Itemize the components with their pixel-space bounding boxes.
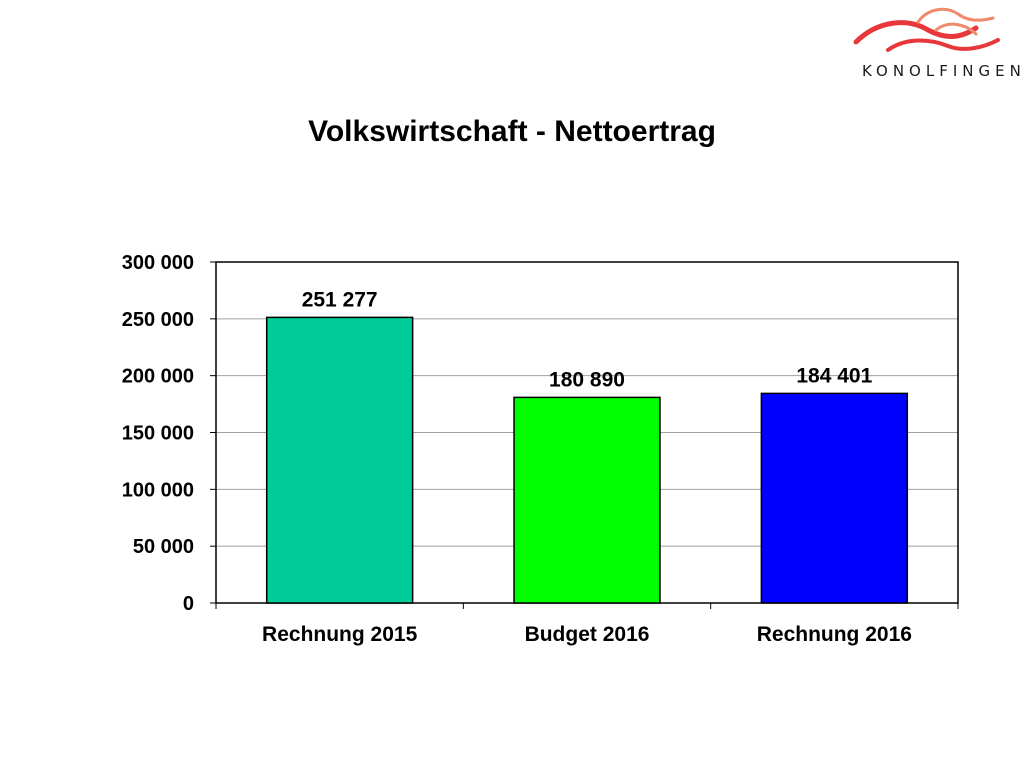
logo-swoosh-icon (853, 7, 1000, 52)
data-label: 251 277 (302, 288, 378, 311)
data-label: 184 401 (796, 364, 872, 387)
x-tick-label: Rechnung 2016 (757, 623, 912, 646)
x-tick-label: Rechnung 2015 (262, 623, 418, 646)
y-tick-label: 250 000 (122, 309, 194, 331)
y-tick-label: 0 (183, 593, 194, 615)
konolfingen-logo: KONOLFINGEN (848, 0, 1021, 88)
y-tick-label: 50 000 (133, 536, 194, 558)
chart-title: Volkswirtschaft - Nettoertrag (308, 115, 716, 148)
bar (265, 316, 414, 604)
bar (513, 396, 661, 604)
y-tick-label: 300 000 (122, 252, 194, 274)
y-tick-label: 150 000 (122, 423, 194, 445)
logo-text: KONOLFINGEN (862, 62, 1024, 80)
y-tick-label: 200 000 (122, 366, 194, 388)
bar (760, 392, 909, 604)
y-tick-label: 100 000 (122, 479, 194, 501)
x-tick-label: Budget 2016 (525, 623, 650, 646)
data-label: 180 890 (549, 368, 625, 391)
